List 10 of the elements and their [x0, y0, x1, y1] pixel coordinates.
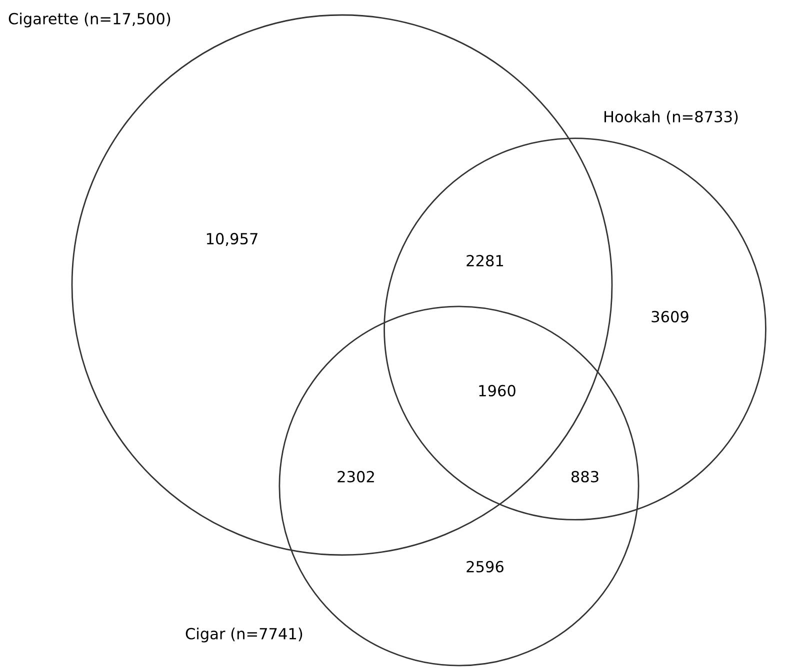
data-label: 1960: [479, 384, 516, 396]
text: Cigar (n=7741): [186, 628, 302, 642]
data-label: 10,957: [206, 232, 258, 246]
data-label: 2281: [466, 254, 504, 266]
data-label: 3609: [652, 310, 688, 322]
data-label: 2302: [338, 470, 374, 482]
data-label: 2596: [466, 560, 504, 572]
text: Hookah (n=8733): [604, 110, 738, 124]
data-label: 883: [571, 470, 598, 482]
text: Cigarette (n=17,500): [8, 12, 170, 28]
